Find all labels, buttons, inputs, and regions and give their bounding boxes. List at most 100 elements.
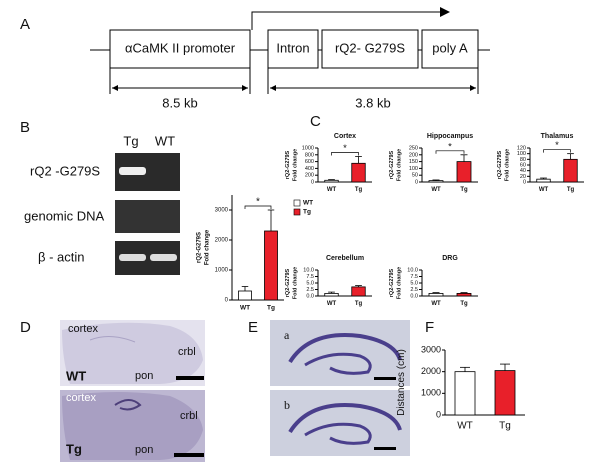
significance-mark: * xyxy=(555,140,559,151)
segment-label: Intron xyxy=(276,40,309,55)
chart-title: Cortex xyxy=(334,133,356,140)
chart-title: Hippocampus xyxy=(427,133,473,140)
bar xyxy=(351,162,366,183)
y-tick-label: 600 xyxy=(305,159,314,165)
y-tick-label: 0 xyxy=(436,409,441,419)
y-axis-label: Fold change xyxy=(504,149,510,181)
y-axis-label: Distances (cm) xyxy=(396,349,407,416)
y-tick-label: 50 xyxy=(412,173,418,179)
y-axis-label: rQ2-G279S xyxy=(389,150,395,179)
y-tick-label: 2000 xyxy=(215,238,229,244)
bar xyxy=(324,179,339,183)
gel-row-label: genomic DNA xyxy=(24,208,105,223)
scale-bar xyxy=(374,447,396,450)
y-tick-label: 1000 xyxy=(302,145,314,151)
y-tick-label: 0.0 xyxy=(306,293,314,299)
panel-label: F xyxy=(425,319,434,336)
x-tick-label: WT xyxy=(240,305,250,312)
legend-label: Tg xyxy=(303,209,311,216)
bar xyxy=(536,178,551,183)
y-tick-label: 0 xyxy=(225,298,229,304)
chart-title: Cerebellum xyxy=(326,255,364,262)
bar xyxy=(264,230,278,301)
y-tick-label: 250 xyxy=(409,145,418,151)
scale-bar xyxy=(176,376,204,380)
panel-label: E xyxy=(248,319,258,336)
region-label: cortex xyxy=(66,392,96,404)
bar xyxy=(351,286,366,297)
y-tick-label: 200 xyxy=(305,173,314,179)
x-tick-label: Tg xyxy=(460,187,468,193)
x-tick-label: Tg xyxy=(567,187,575,193)
significance-bracket xyxy=(543,149,571,153)
y-tick-label: 100 xyxy=(409,166,418,172)
y-tick-label: 2.5 xyxy=(306,287,314,293)
bar xyxy=(428,180,444,183)
gel-band xyxy=(119,167,146,175)
y-tick-label: 5.0 xyxy=(410,280,418,286)
promoter-box xyxy=(109,29,251,69)
y-axis-label: Fold change xyxy=(396,149,402,181)
y-tick-label: 0 xyxy=(311,179,314,185)
significance-mark: * xyxy=(448,141,452,152)
bar xyxy=(494,370,516,416)
region-label: crbl xyxy=(180,410,198,422)
y-tick-label: 150 xyxy=(409,159,418,165)
region-label: crbl xyxy=(178,346,196,358)
bar xyxy=(428,292,444,297)
segment-label: αCaMK II promoter xyxy=(125,40,236,55)
y-tick-label: 1000 xyxy=(421,388,441,398)
y-tick-label: 10.0 xyxy=(303,267,314,273)
significance-bracket xyxy=(435,150,465,154)
gel-band xyxy=(119,254,146,261)
y-tick-label: 400 xyxy=(305,166,314,172)
lane-label: WT xyxy=(155,133,175,148)
gel-row-label: rQ2 -G279S xyxy=(30,163,100,178)
lane-label: Tg xyxy=(123,133,138,148)
significance-mark: * xyxy=(256,197,260,208)
x-tick-label: Tg xyxy=(460,301,468,307)
significance-mark: * xyxy=(343,143,347,154)
image-label: b xyxy=(284,398,290,412)
region-label: cortex xyxy=(68,323,98,335)
genotype-label: Tg xyxy=(66,441,82,456)
length-label: 3.8 kb xyxy=(355,95,390,110)
y-tick-label: 100 xyxy=(517,151,526,157)
panel-label: C xyxy=(310,113,321,130)
y-tick-label: 10.0 xyxy=(407,267,418,273)
panel-label: B xyxy=(20,119,30,136)
x-tick-label: Tg xyxy=(267,305,275,312)
dimension-lines xyxy=(109,68,479,94)
cell-layer xyxy=(288,403,402,434)
brain-structure xyxy=(89,336,136,343)
polya-box xyxy=(421,29,479,69)
y-tick-label: 7.5 xyxy=(306,274,314,280)
y-tick-label: 2.5 xyxy=(410,287,418,293)
y-tick-label: 20 xyxy=(520,174,526,180)
scale-bar xyxy=(374,377,396,380)
y-axis-label: Fold change xyxy=(396,267,402,299)
genotype-label: WT xyxy=(66,368,86,383)
x-tick-label: Tg xyxy=(499,421,511,432)
legend-swatch xyxy=(293,199,301,207)
y-axis-label: rQ2-G279S xyxy=(285,268,291,297)
legend-swatch xyxy=(293,208,301,216)
segment-label: poly A xyxy=(432,40,468,55)
x-tick-label: Tg xyxy=(355,187,363,193)
gel-row-label: β - actin xyxy=(38,249,85,264)
region-label: pon xyxy=(135,444,153,456)
y-tick-label: 7.5 xyxy=(410,274,418,280)
gel-band xyxy=(150,254,177,261)
panel-label: A xyxy=(20,16,30,33)
y-tick-label: 80 xyxy=(520,157,526,163)
y-axis-label: rQ2-G279S xyxy=(389,268,395,297)
y-tick-label: 800 xyxy=(305,152,314,158)
region-label: pon xyxy=(135,370,153,382)
bar xyxy=(324,292,339,297)
bar xyxy=(456,292,472,297)
bar xyxy=(456,161,472,183)
scale-bar xyxy=(174,453,204,457)
y-tick-label: 3000 xyxy=(421,344,441,354)
y-tick-label: 0 xyxy=(415,179,418,185)
y-axis-label: rQ2-G279S xyxy=(196,232,202,263)
